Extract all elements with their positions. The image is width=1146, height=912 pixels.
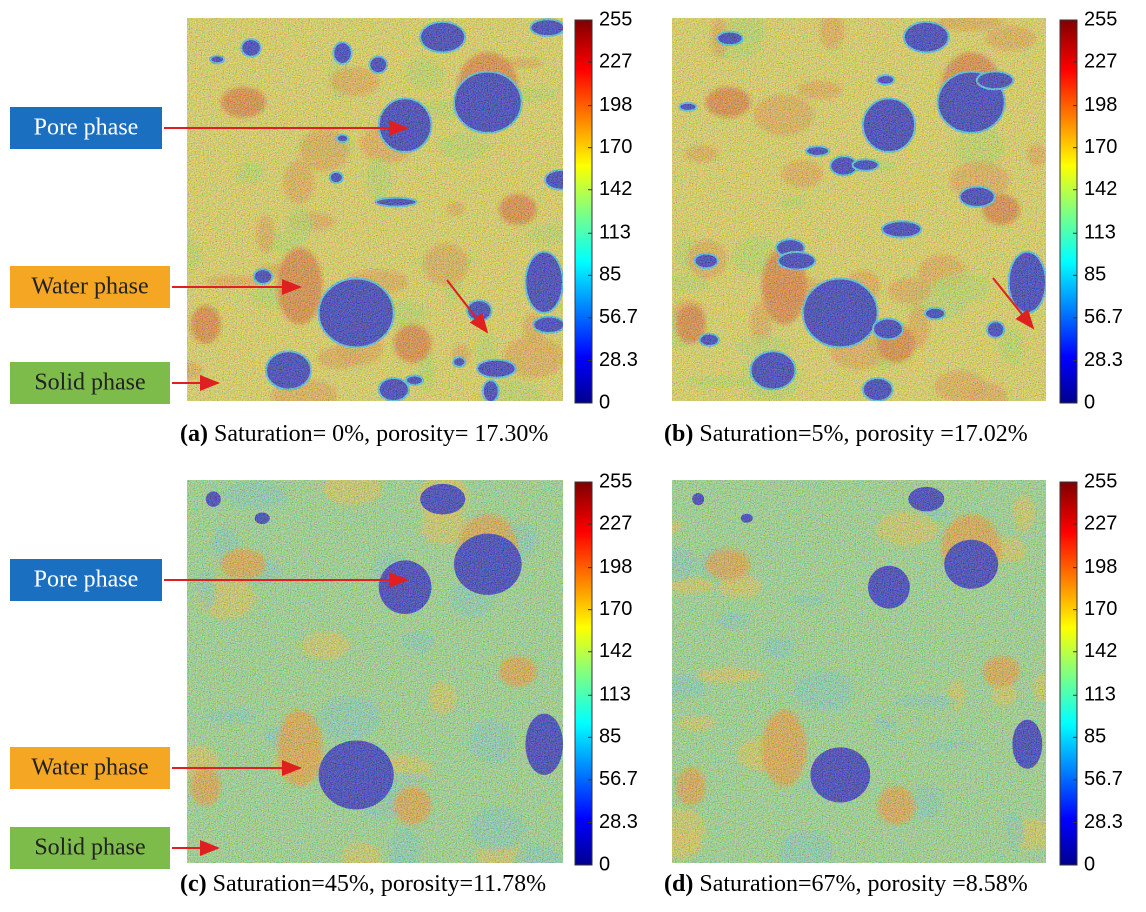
colorbar-tick-label: 85 [599,264,621,286]
colorbar-tick-label: 255 [599,470,632,492]
caption-text: Saturation=5%, porosity =17.02% [699,421,1027,447]
colorbar-tick-label: 170 [1084,598,1117,620]
ct-image [650,12,1050,410]
colorbar-tick-label: 255 [599,8,632,30]
colorbar-tick-label: 113 [1084,222,1116,244]
caption: (d)Saturation=67%, porosity =8.58% [664,871,1028,897]
colorbar-tick-label: 227 [1084,512,1117,534]
caption-label: (d) [664,871,693,897]
colorbar-tick-label: 198 [599,94,632,116]
caption-label: (c) [180,871,207,897]
caption: (b)Saturation=5%, porosity =17.02% [664,421,1028,447]
colorbar-tick-label: 85 [599,726,621,748]
colorbar-tick-label: 227 [599,50,632,72]
caption-text: Saturation= 0%, porosity= 17.30% [214,421,548,447]
colorbar-tick-label: 28.3 [599,349,638,371]
colorbar-tick-label: 28.3 [1084,349,1123,371]
ct-image [172,18,577,417]
colorbar-tick-label: 255 [1084,470,1117,492]
annotation-label: Water phase [31,755,148,781]
colorbar-tick-label: 142 [599,640,632,662]
colorbar-tick-label: 85 [1084,264,1106,286]
ct-image [177,472,563,880]
colorbar-tick-label: 113 [599,222,631,244]
colorbar [575,482,592,865]
colorbar-tick-label: 227 [1084,50,1117,72]
colorbar-tick-label: 0 [599,853,610,875]
noise [187,480,563,863]
colorbar-tick-label: 170 [599,598,632,620]
noise [672,18,1046,401]
colorbar [1060,482,1077,865]
caption-label: (b) [664,421,693,447]
colorbar-tick-label: 56.7 [1084,768,1123,790]
colorbar-tick-label: 28.3 [1084,811,1123,833]
colorbar-tick-label: 0 [1084,391,1095,413]
colorbar-tick-label: 56.7 [1084,306,1123,328]
colorbar-tick-label: 170 [1084,136,1117,158]
caption-label: (a) [180,421,208,447]
colorbar-tick-label: 56.7 [599,768,638,790]
colorbar-tick-label: 85 [1084,726,1106,748]
annotation-label: Solid phase [34,370,145,396]
colorbar-tick-label: 56.7 [599,306,638,328]
annotation-label: Pore phase [34,115,139,141]
caption: (a)Saturation= 0%, porosity= 17.30% [180,421,548,447]
annotation-label: Water phase [31,274,148,300]
colorbar-tick-label: 198 [1084,556,1117,578]
colorbar [575,20,592,403]
colorbar-tick-label: 113 [599,684,631,706]
annotation-label: Pore phase [34,567,139,593]
colorbar-tick-label: 0 [599,391,610,413]
noise [187,18,563,401]
colorbar-tick-label: 255 [1084,8,1117,30]
colorbar-tick-label: 198 [1084,94,1117,116]
caption: (c)Saturation=45%, porosity=11.78% [180,871,546,897]
colorbar-tick-label: 170 [599,136,632,158]
colorbar-tick-label: 0 [1084,853,1095,875]
annotation-label: Solid phase [34,835,145,861]
noise [672,480,1046,863]
colorbar-tick-label: 198 [599,556,632,578]
colorbar [1060,20,1077,403]
figure: 028.356.785113142170198227255(a)Saturati… [0,0,1146,912]
caption-text: Saturation=45%, porosity=11.78% [213,871,546,897]
ct-image [648,480,1057,875]
colorbar-tick-label: 142 [599,178,632,200]
colorbar-tick-label: 113 [1084,684,1116,706]
colorbar-tick-label: 28.3 [599,811,638,833]
colorbar-tick-label: 227 [599,512,632,534]
caption-text: Saturation=67%, porosity =8.58% [699,871,1027,897]
colorbar-tick-label: 142 [1084,178,1117,200]
colorbar-tick-label: 142 [1084,640,1117,662]
